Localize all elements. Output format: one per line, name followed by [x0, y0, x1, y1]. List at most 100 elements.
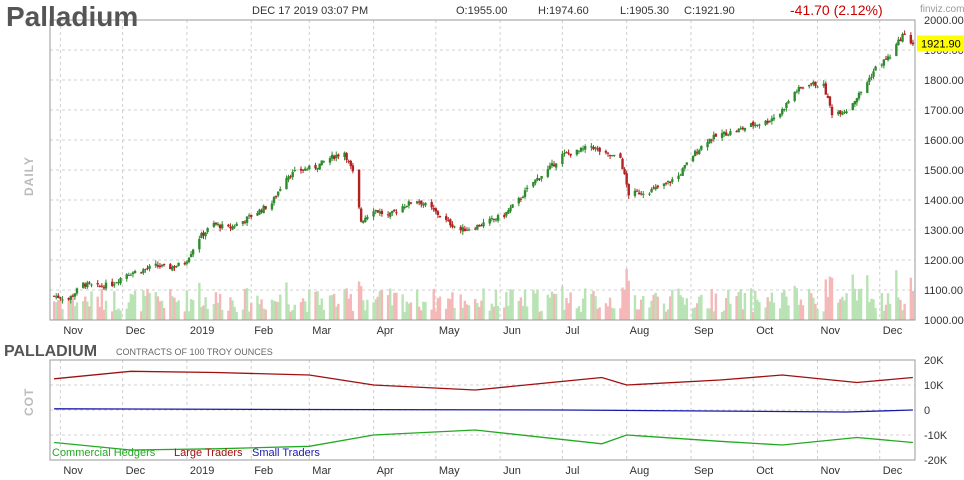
- volume-bar: [287, 304, 290, 320]
- candle-body: [778, 113, 782, 118]
- candle-body: [403, 206, 406, 208]
- candle-body: [635, 190, 639, 192]
- candle-body: [467, 229, 471, 231]
- volume-bar: [191, 300, 195, 320]
- candle-body: [175, 266, 178, 268]
- volume-bar: [432, 288, 435, 320]
- candle-body: [214, 222, 218, 225]
- candle-body: [204, 232, 207, 237]
- candle-body: [795, 91, 798, 93]
- candle-body: [517, 197, 521, 204]
- price-x-tick-label: 2019: [190, 325, 214, 337]
- candle-body: [187, 257, 191, 263]
- candle-body: [480, 225, 483, 227]
- volume-bar: [276, 301, 280, 320]
- volume-bar: [173, 297, 176, 320]
- volume-bar: [467, 305, 471, 320]
- volume-bar: [563, 309, 566, 320]
- candle-body: [523, 190, 527, 197]
- volume-bar: [870, 298, 873, 320]
- cot-line-small-traders: [54, 408, 913, 413]
- price-x-tick-label: Sep: [694, 325, 714, 337]
- legend-small-traders: Small Traders: [252, 447, 320, 459]
- volume-bar: [187, 311, 191, 320]
- candle-body: [478, 224, 481, 227]
- cot-x-tick-label: Mar: [312, 465, 331, 477]
- candle-body: [162, 264, 166, 266]
- candle-body: [845, 111, 848, 114]
- volume-bar: [785, 296, 788, 320]
- volume-bar: [606, 306, 610, 320]
- volume-bar: [272, 300, 276, 320]
- cot-line-commercial-hedgers: [54, 429, 913, 451]
- volume-bar: [698, 296, 701, 320]
- volume-bar: [519, 297, 523, 320]
- volume-bar: [293, 304, 296, 320]
- candle-body: [859, 91, 863, 93]
- candle-body: [550, 163, 554, 166]
- candle-body: [554, 163, 558, 168]
- candle-body: [202, 232, 205, 236]
- candle-body: [727, 134, 730, 136]
- candle-body: [337, 154, 340, 157]
- volume-bar: [569, 292, 572, 320]
- volume-bar: [332, 293, 336, 320]
- candle-body: [422, 204, 425, 206]
- volume-bar: [693, 307, 697, 320]
- candle-body: [148, 265, 151, 269]
- volume-bar: [86, 301, 89, 320]
- brand-logo[interactable]: finviz.com: [920, 4, 964, 15]
- candle-body: [98, 285, 101, 287]
- candle-body: [444, 216, 448, 220]
- candle-body: [866, 82, 869, 93]
- candle-body: [320, 160, 323, 166]
- cot-x-tick-label: Dec: [126, 465, 146, 477]
- candle-body: [604, 150, 608, 153]
- candle-body: [540, 176, 543, 179]
- candle-body: [888, 57, 892, 59]
- candle-body: [359, 208, 363, 222]
- volume-bar: [142, 290, 145, 320]
- candle-body: [459, 226, 462, 231]
- volume-bar: [88, 306, 91, 320]
- candle-body: [669, 181, 672, 183]
- volume-bar: [523, 289, 527, 320]
- volume-bar: [279, 294, 282, 320]
- volume-bar: [218, 293, 222, 320]
- candle-body: [608, 155, 612, 157]
- cot-x-tick-label: Sep: [694, 465, 714, 477]
- candle-body: [256, 213, 259, 216]
- volume-bar: [345, 288, 348, 320]
- volume-bar: [567, 303, 570, 320]
- axes: 1000.00 1100.00 1200.00 1300.00 1400.00 1500.…: [49, 15, 964, 477]
- candle-body: [619, 153, 622, 158]
- volume-bar: [729, 303, 732, 320]
- candle-body: [306, 169, 309, 171]
- candle-body: [227, 224, 230, 227]
- candle-body: [758, 124, 761, 126]
- cot-x-tick-label: Feb: [254, 465, 273, 477]
- candle-body: [552, 164, 556, 167]
- volume-bar: [492, 306, 496, 320]
- candle-body: [287, 176, 290, 180]
- candle-body: [824, 83, 828, 95]
- volume-bar: [741, 309, 745, 320]
- price-x-tick-label: Oct: [756, 325, 773, 337]
- volume-bar: [772, 302, 776, 320]
- candle-body: [633, 190, 637, 196]
- volume-bar: [75, 302, 79, 320]
- volume-bar: [349, 293, 352, 320]
- candle-body: [536, 177, 539, 181]
- price-tick-label: 1000.00: [924, 315, 964, 327]
- candle-body: [511, 204, 514, 208]
- cot-x-tick-label: Apr: [377, 465, 394, 477]
- volume-bar: [347, 298, 350, 320]
- volume-bar: [801, 305, 805, 320]
- candle-body: [492, 218, 496, 220]
- candle-body: [388, 212, 392, 217]
- volume-bar: [691, 308, 695, 320]
- candle-body: [567, 152, 570, 154]
- candle-body: [909, 34, 913, 44]
- candle-body: [650, 189, 653, 193]
- candle-body: [538, 178, 541, 180]
